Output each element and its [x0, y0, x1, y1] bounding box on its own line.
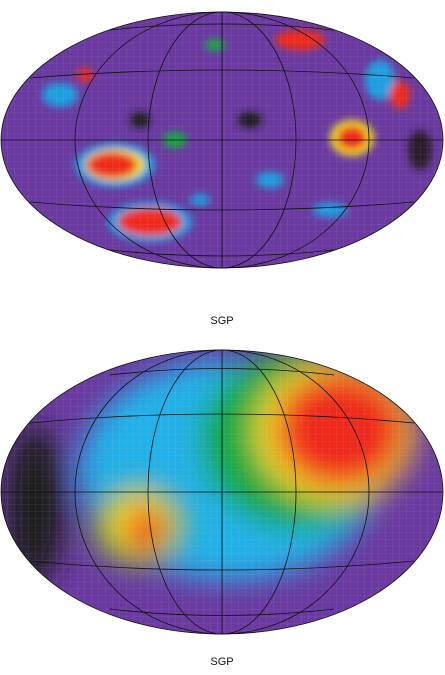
graticule-1: [0, 11, 444, 269]
sky-map-2: [1, 350, 443, 634]
graticule-2: [0, 349, 444, 635]
panel-label: SGP: [210, 656, 233, 668]
panel-label: SGP: [210, 315, 233, 327]
